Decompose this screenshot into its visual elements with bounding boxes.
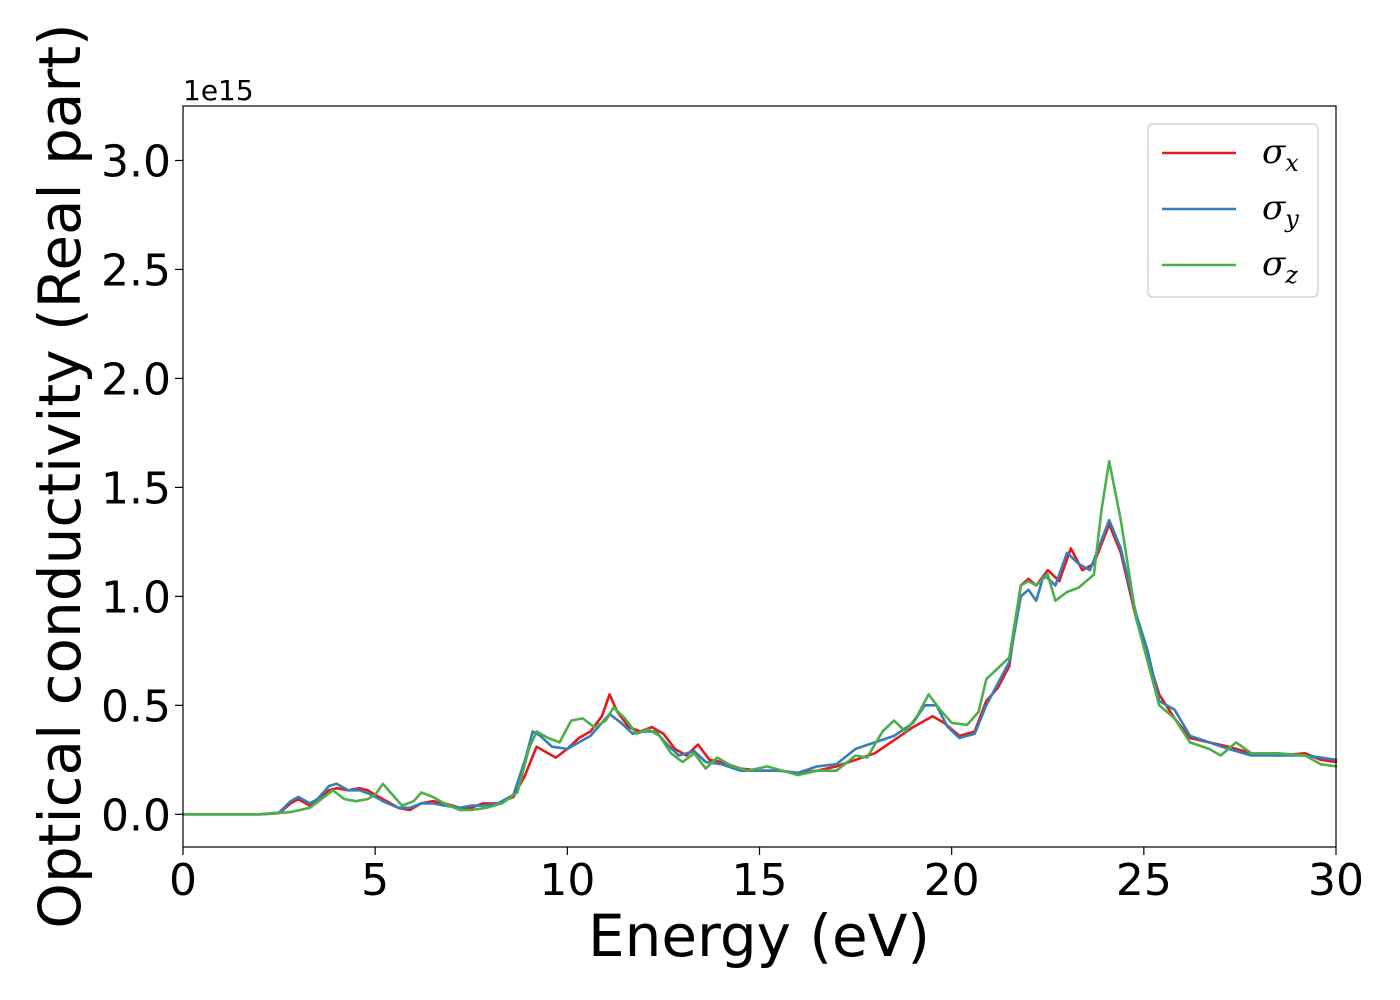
plot-area-background [183,106,1336,847]
legend-label-x: σx [1262,132,1299,177]
series-layer [181,459,1338,816]
y-axis-label: Optical conductivity (Real part) [26,23,94,928]
x-axis-label: Energy (eV) [588,902,930,970]
y-tick-label: 2.5 [101,245,171,296]
y-offset-label: 1e15 [183,74,254,107]
x-tick-label: 5 [361,855,389,906]
x-tick-label: 15 [732,855,788,906]
x-axis: 0 5 10 15 20 25 30 [169,847,1364,906]
y-axis: 0.0 0.5 1.0 1.5 2.0 2.5 3.0 [101,136,183,841]
legend-box [1147,123,1319,298]
y-tick-label: 2.0 [101,354,171,405]
x-tick-label: 0 [169,855,197,906]
series-line-y [181,518,1338,816]
y-tick-label: 1.0 [101,572,171,623]
legend-label-y: σy [1262,188,1299,233]
x-tick-label: 10 [539,855,595,906]
y-tick-label: 3.0 [101,136,171,187]
x-tick-label: 25 [1116,855,1172,906]
legend-label-z: σz [1262,244,1298,289]
y-tick-label: 0.0 [101,790,171,841]
series-line-z [181,459,1338,816]
x-tick-label: 30 [1308,855,1364,906]
y-tick-label: 1.5 [101,463,171,514]
x-tick-label: 20 [924,855,980,906]
y-tick-label: 0.5 [101,681,171,732]
legend: σx σy σz [1147,123,1319,298]
